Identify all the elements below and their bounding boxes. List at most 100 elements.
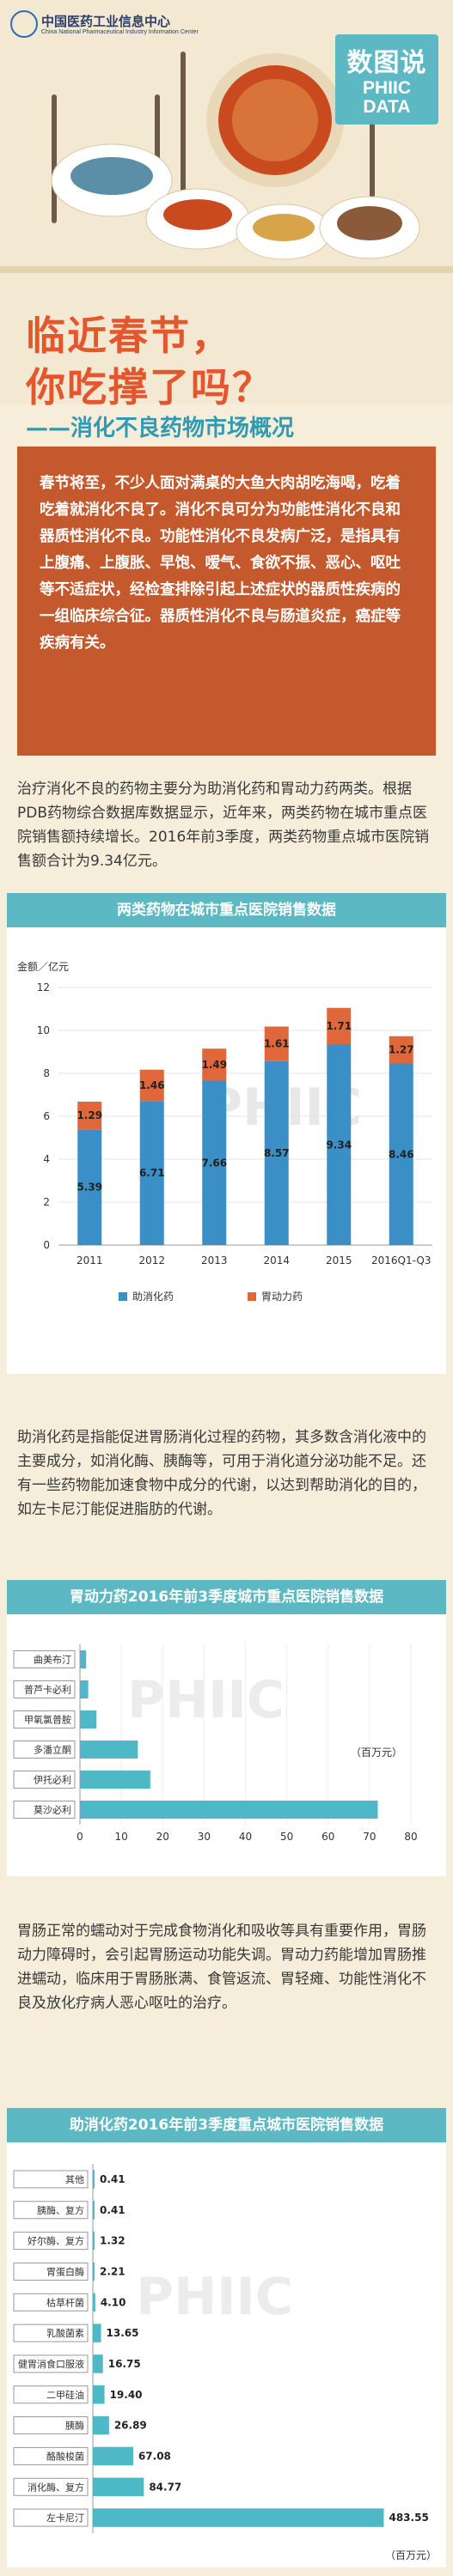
chart3-category-box bbox=[13, 2477, 89, 2496]
brand-en-1: PHIIC bbox=[362, 78, 411, 98]
brand-en-2: DATA bbox=[363, 97, 411, 117]
chart1-y-axis-label: 金额／亿元 bbox=[17, 960, 69, 973]
paragraph-digestive-drugs: 助消化药是指能促进胃肠消化过程的药物，其多数含消化液中的主要成分，如消化酶、胰酶… bbox=[17, 1429, 426, 1518]
chart3-data-label: 19.40 bbox=[110, 2389, 143, 2401]
chart2-x-tick-label: 50 bbox=[280, 1831, 293, 1843]
chart1-bar-prokinetic bbox=[264, 1026, 289, 1061]
chart2-bar bbox=[80, 1771, 150, 1789]
chart2-unit-label: （百万元） bbox=[351, 1747, 402, 1759]
chart3-panel: 助消化药2016年前3季度重点城市医院销售数据 PHIIC 左卡尼汀 483.55 消… bbox=[7, 2108, 446, 2567]
chart2-x-tick-label: 10 bbox=[114, 1831, 127, 1843]
chart3-unit-label: （百万元） bbox=[385, 2549, 437, 2561]
chart1-data-label: 1.29 bbox=[77, 1109, 102, 1121]
chart2-category-label: 曲美布汀 bbox=[34, 1655, 71, 1666]
chart1-bar-prokinetic bbox=[77, 1102, 102, 1130]
chart1-x-tick-label: 2011 bbox=[77, 1255, 103, 1267]
chart1-data-label: 8.46 bbox=[389, 1148, 414, 1160]
chart3-data-label: 84.77 bbox=[149, 2481, 181, 2493]
chart2-x-tick-label: 30 bbox=[198, 1831, 211, 1843]
chart3-category-box bbox=[13, 2232, 89, 2251]
food-illustration bbox=[0, 52, 453, 273]
chart1-x-tick-label: 2015 bbox=[326, 1255, 352, 1267]
chart2-x-tick-label: 0 bbox=[77, 1831, 83, 1843]
org-name-cn: 中国医药工业信息中心 bbox=[41, 14, 171, 29]
chart2-category-label: 甲氧氯普胺 bbox=[24, 1714, 71, 1726]
chart2-bar bbox=[80, 1650, 87, 1668]
chart3-data-label: 1.32 bbox=[100, 2235, 125, 2247]
chart3-watermark: PHIIC bbox=[136, 2267, 293, 2327]
chart2-x-tick-label: 70 bbox=[363, 1831, 376, 1843]
chart3-category-label: 乳酸菌素 bbox=[46, 2327, 84, 2339]
chart3-data-label: 13.65 bbox=[107, 2327, 139, 2339]
chart3-category-label: 酪酸梭菌 bbox=[46, 2450, 84, 2462]
chart1-data-label: 1.49 bbox=[201, 1059, 227, 1071]
chart2-x-tick-label: 80 bbox=[404, 1831, 417, 1843]
chart2-category-box bbox=[13, 1650, 76, 1668]
chart2-x-tick-label: 60 bbox=[321, 1831, 334, 1843]
chart2-bar bbox=[80, 1680, 89, 1698]
intro-box: 春节将至，不少人面对满桌的大鱼大肉胡吃海喝，吃着吃着就消化不良了。消化不良可分为… bbox=[17, 447, 436, 756]
chart1-y-tick-label: 8 bbox=[43, 1067, 50, 1079]
chart3-category-label: 消化酶、复方 bbox=[28, 2481, 84, 2493]
chart1-legend-swatch bbox=[248, 1292, 256, 1301]
chart3-category-label: 健胃消食口服液 bbox=[18, 2358, 84, 2370]
chart1-x-tick-label: 2014 bbox=[263, 1255, 290, 1267]
chart2-bar bbox=[80, 1741, 138, 1759]
chart1-bar-digestive bbox=[139, 1101, 164, 1245]
chart1-bar-digestive bbox=[389, 1063, 413, 1245]
chart1-x-tick-label: 2016Q1-Q3 bbox=[371, 1255, 431, 1267]
chart3-category-label: 二甲硅油 bbox=[46, 2389, 84, 2401]
chart1-y-tick-label: 12 bbox=[37, 981, 50, 993]
chart3-category-label: 胰酶、复方 bbox=[37, 2204, 84, 2216]
chart3-svg: PHIIC 左卡尼汀 483.55 消化酶、复方 84.77 酪酸梭菌 67.08 胰酶 26.… bbox=[13, 2164, 437, 2561]
chart3-bar bbox=[93, 2231, 95, 2251]
chart3-bar bbox=[93, 2201, 95, 2220]
chart3-category-label: 胃蛋白酶 bbox=[46, 2265, 84, 2277]
chart3-category-box bbox=[13, 2170, 89, 2189]
chart1-data-label: 1.27 bbox=[389, 1044, 414, 1056]
intro-text: 春节将至，不少人面对满桌的大鱼大肉胡吃海喝，吃着吃着就消化不良了。消化不良可分为… bbox=[40, 475, 401, 652]
chart3-data-label: 67.08 bbox=[138, 2450, 171, 2462]
chart3-data-label: 26.89 bbox=[114, 2420, 147, 2432]
chart1-y-tick-label: 2 bbox=[43, 1196, 50, 1208]
chart3-category-box bbox=[13, 2385, 89, 2404]
chart3-category-box bbox=[13, 2416, 89, 2435]
chart3-data-label: 16.75 bbox=[108, 2358, 141, 2370]
chart1-data-label: 1.46 bbox=[139, 1079, 165, 1091]
chart2-category-label: 莫沙必利 bbox=[34, 1805, 71, 1816]
chart2-panel: 胃动力药2016年前3季度城市重点医院销售数据 PHIIC 0 10 20 30 40 50… bbox=[7, 1580, 446, 1876]
chart2-bar bbox=[80, 1710, 97, 1728]
chart1-x-tick-label: 2013 bbox=[201, 1255, 228, 1267]
chart3-category-label: 其他 bbox=[65, 2174, 84, 2185]
chart3-data-label: 0.41 bbox=[100, 2173, 125, 2185]
chart3-data-label: 4.10 bbox=[101, 2296, 126, 2308]
chart1-data-label: 9.34 bbox=[326, 1139, 352, 1151]
chart3-bar bbox=[93, 2415, 109, 2435]
chart3-bar bbox=[93, 2354, 103, 2373]
chart1-y-tick-label: 0 bbox=[43, 1239, 50, 1251]
chart3-category-box bbox=[13, 2293, 89, 2312]
page-title-line1: 临近春节， bbox=[26, 313, 232, 359]
chart1-data-label: 8.57 bbox=[264, 1147, 290, 1159]
chart3-category-box bbox=[13, 2324, 89, 2342]
chart1-data-label: 6.71 bbox=[139, 1167, 165, 1179]
chart2-category-label: 普芦卡必利 bbox=[24, 1684, 71, 1696]
chart3-category-label: 胰酶 bbox=[65, 2420, 84, 2432]
phiic-logo-icon bbox=[10, 10, 38, 38]
chart2-category-box bbox=[13, 1801, 76, 1819]
chart3-category-box bbox=[13, 2446, 89, 2465]
chart3-category-box bbox=[13, 2354, 89, 2373]
chart2-category-box bbox=[13, 1771, 76, 1789]
chart2-x-tick-label: 40 bbox=[239, 1831, 252, 1843]
chart1-legend-label: 助消化药 bbox=[132, 1291, 174, 1303]
chart3-bar bbox=[93, 2446, 133, 2466]
chart2-title: 胃动力药2016年前3季度城市重点医院销售数据 bbox=[7, 1580, 446, 1614]
chart1-legend-swatch bbox=[119, 1292, 127, 1301]
chart2-category-label: 伊托必利 bbox=[34, 1774, 71, 1786]
chart1-bar-digestive bbox=[327, 1044, 352, 1245]
chart3-title: 助消化药2016年前3季度重点城市医院销售数据 bbox=[7, 2108, 446, 2142]
chart3-bar bbox=[93, 2170, 95, 2189]
chart3-bar bbox=[93, 2477, 144, 2496]
chart1-y-tick-label: 4 bbox=[43, 1153, 50, 1165]
page-subtitle: ——消化不良药物市场概况 bbox=[26, 416, 295, 441]
